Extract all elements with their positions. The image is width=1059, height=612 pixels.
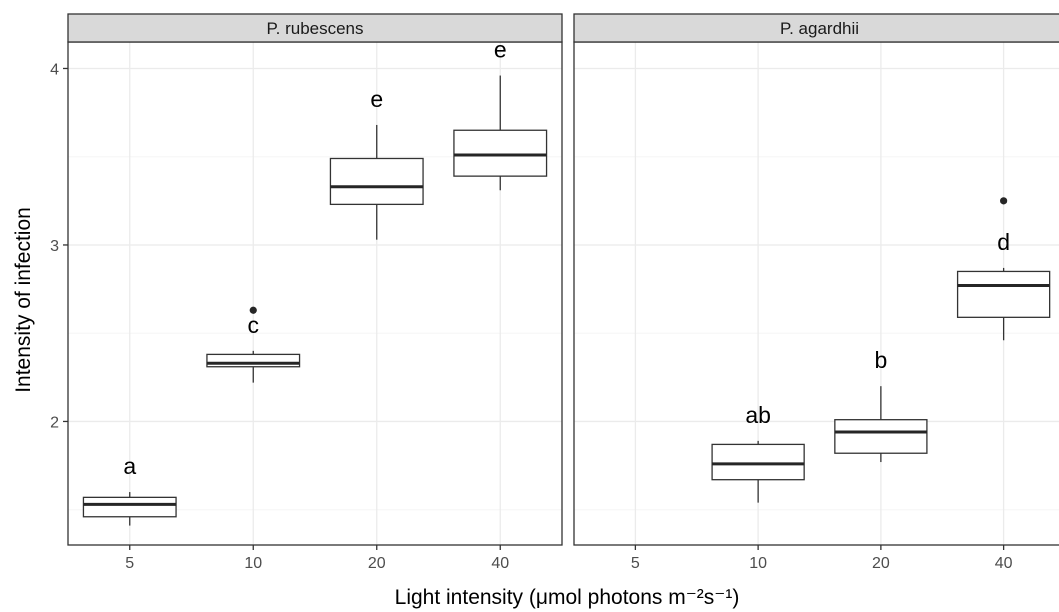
iqr-box [82, 496, 177, 518]
y-tick-label: 4 [50, 61, 59, 78]
iqr-box [711, 443, 805, 481]
x-tick-label: 10 [749, 555, 767, 572]
significance-letter: b [874, 347, 887, 373]
iqr-box [453, 129, 548, 177]
significance-letter: e [494, 37, 507, 63]
box-10: ab [711, 402, 805, 503]
box-40: e [453, 37, 548, 191]
facet-strip [67, 13, 563, 43]
box-10: c [206, 306, 301, 383]
y-tick-label: 2 [50, 414, 59, 431]
box-5: a [82, 453, 177, 526]
x-tick-label: 20 [368, 555, 386, 572]
panel-background [68, 42, 562, 545]
significance-letter: a [123, 453, 136, 479]
iqr-box [834, 419, 928, 454]
facet-strip-label: P. agardhii [780, 19, 859, 38]
x-axis-title: Light intensity (μmol photons m⁻²s⁻¹) [395, 586, 740, 609]
outlier-point [249, 306, 257, 314]
y-axis-title: Intensity of infection [12, 207, 35, 393]
significance-letter: e [370, 86, 383, 112]
facet-panel: ab b d P. agardhii 5 10 20 40 [573, 13, 1059, 572]
iqr-box [956, 270, 1051, 318]
y-axis: 2 3 4 [50, 61, 68, 431]
significance-letter: ab [745, 402, 771, 428]
outlier-point [1000, 197, 1008, 205]
x-tick-label: 5 [125, 555, 134, 572]
significance-letter: c [248, 312, 260, 338]
significance-letter: d [997, 229, 1010, 255]
iqr-box [329, 157, 424, 206]
facet-strip [573, 13, 1059, 43]
panels-layer: a c e e P. rubescens 5 10 20 40 ab b d P. agardhii 5 1… [67, 13, 1059, 572]
box-20: e [329, 86, 424, 240]
box-40: d [956, 197, 1051, 341]
x-tick-label: 20 [872, 555, 890, 572]
x-tick-label: 5 [631, 555, 640, 572]
facet-strip-label: P. rubescens [266, 19, 363, 38]
iqr-box [206, 353, 301, 368]
box-20: b [834, 347, 928, 463]
x-tick-label: 10 [244, 555, 262, 572]
x-tick-label: 40 [995, 555, 1013, 572]
facet-panel: a c e e P. rubescens 5 10 20 40 [67, 13, 563, 572]
x-tick-label: 40 [491, 555, 509, 572]
y-tick-label: 3 [50, 238, 59, 255]
